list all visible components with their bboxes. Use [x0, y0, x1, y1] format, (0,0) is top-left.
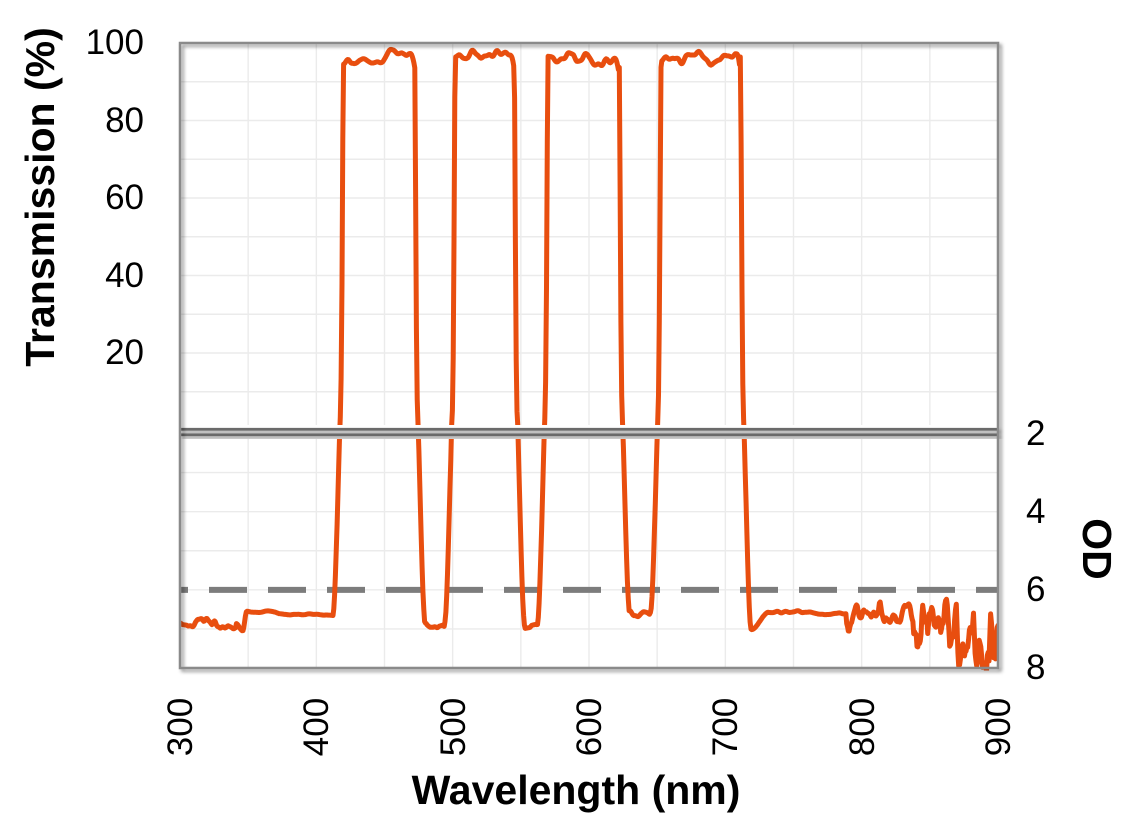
y-tick-transmission-60: 60 [105, 178, 144, 217]
x-tick-400: 400 [296, 697, 336, 757]
y-tick-transmission-20: 20 [105, 333, 144, 372]
transmission-curve [181, 46, 997, 671]
x-tick-500: 500 [433, 697, 473, 757]
y-tick-od-2: 2 [1026, 413, 1046, 453]
y-tick-od-6: 6 [1026, 569, 1046, 609]
y-axis-title-od: OD [1074, 518, 1121, 580]
x-tick-700: 700 [705, 697, 745, 757]
x-tick-800: 800 [842, 697, 882, 757]
y-tick-transmission-80: 80 [105, 100, 144, 140]
gridlines [180, 43, 998, 668]
x-axis-title: Wavelength (nm) [411, 766, 741, 813]
x-tick-600: 600 [569, 697, 609, 757]
y-tick-od-4: 4 [1026, 491, 1046, 531]
y-tick-od-8: 8 [1026, 648, 1046, 687]
y-tick-transmission-40: 40 [105, 255, 144, 295]
y-tick-transmission-100: 100 [85, 23, 144, 62]
axis-break-separator [180, 427, 998, 437]
x-tick-300: 300 [160, 697, 200, 757]
y-axis-title-transmission: Transmission (%) [16, 27, 63, 367]
plot-border [178, 41, 1000, 670]
axis-break-mask [180, 425, 998, 439]
x-tick-900: 900 [978, 697, 1018, 757]
